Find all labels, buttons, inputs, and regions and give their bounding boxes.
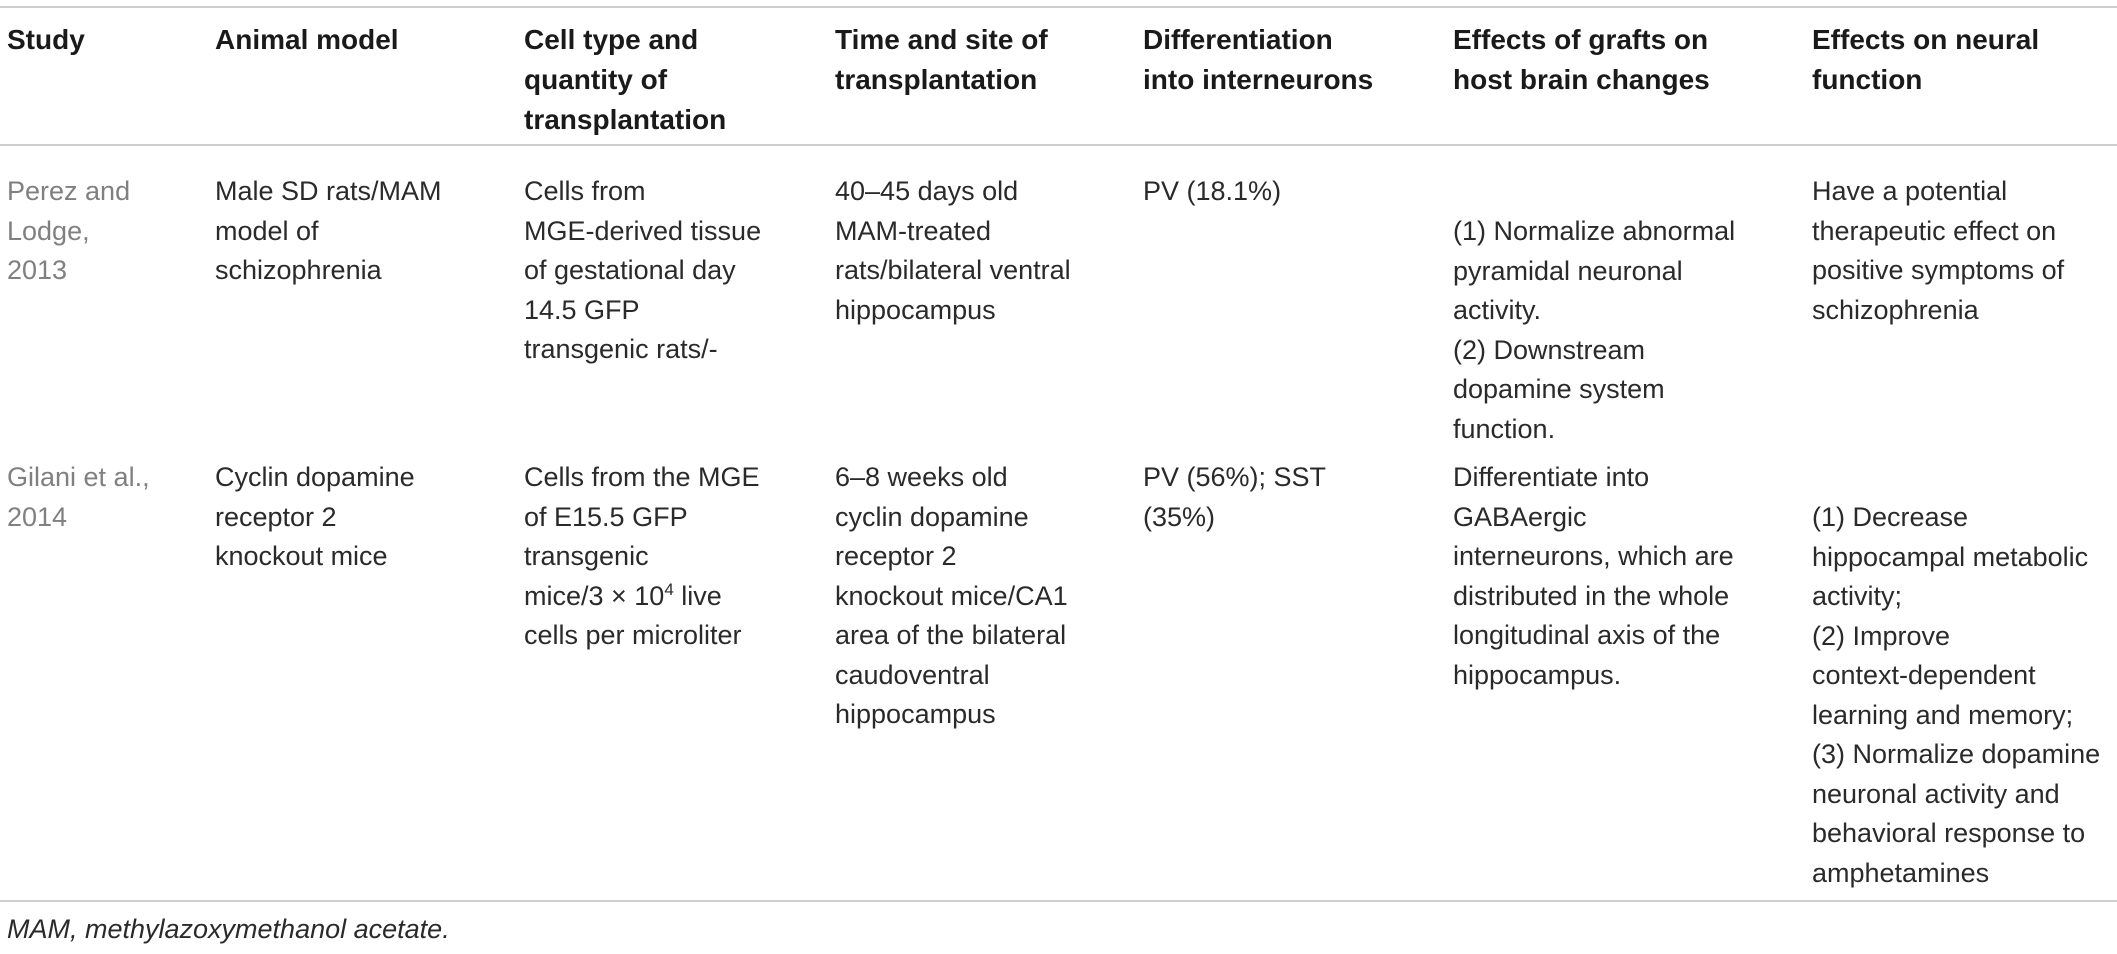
row2-time-site: 6–8 weeks old cyclin dopamine receptor 2…	[835, 462, 1068, 729]
row2-cell-type-text: Cells from the MGE of E15.5 GFP transgen…	[524, 462, 760, 611]
header-host-effects: Effects of grafts on host brain changes	[1453, 24, 1710, 95]
row1-neural-effects: Have a potential therapeutic effect on p…	[1812, 176, 2065, 325]
row2-cell-type: Cells from the MGE of E15.5 GFP transgen…	[524, 458, 760, 656]
row1-time-site: 40–45 days old MAM-treated rats/bilatera…	[835, 176, 1071, 325]
row1-differentiation: PV (18.1%)	[1143, 176, 1282, 206]
header-study: Study	[7, 24, 85, 55]
row2-differentiation: PV (56%); SST (35%)	[1143, 462, 1327, 532]
bottom-rule	[0, 900, 2117, 902]
row1-study: Perez and Lodge, 2013	[7, 176, 131, 285]
header-animal-model: Animal model	[215, 24, 399, 55]
row2-neural-effects: (1) Decrease hippocampal metabolic activ…	[1812, 502, 2101, 888]
header-cell-type: Cell type and quantity of transplantatio…	[524, 24, 727, 135]
row2-host-effects: Differentiate into GABAergic interneuron…	[1453, 462, 1734, 690]
header-time-site: Time and site of transplantation	[835, 24, 1048, 95]
row2-cell-type-text-end: live cells per microliter	[524, 580, 742, 651]
table-footnote: MAM, methylazoxymethanol acetate.	[7, 914, 450, 944]
header-rule	[0, 144, 2117, 146]
row1-host-effects: (1) Normalize abnormal pyramidal neurona…	[1453, 216, 1736, 444]
row2-animal-model: Cyclin dopamine receptor 2 knockout mice	[215, 462, 415, 571]
row2-cell-type-exponent: 4	[664, 579, 674, 599]
header-differentiation: Differentiation into interneurons	[1143, 24, 1374, 95]
top-rule	[0, 6, 2117, 8]
row1-animal-model: Male SD rats/MAM model of schizophrenia	[215, 176, 442, 285]
row2-study: Gilani et al., 2014	[7, 462, 150, 532]
row1-cell-type: Cells from MGE-derived tissue of gestati…	[524, 176, 762, 364]
header-neural-effects: Effects on neural function	[1812, 24, 2040, 95]
